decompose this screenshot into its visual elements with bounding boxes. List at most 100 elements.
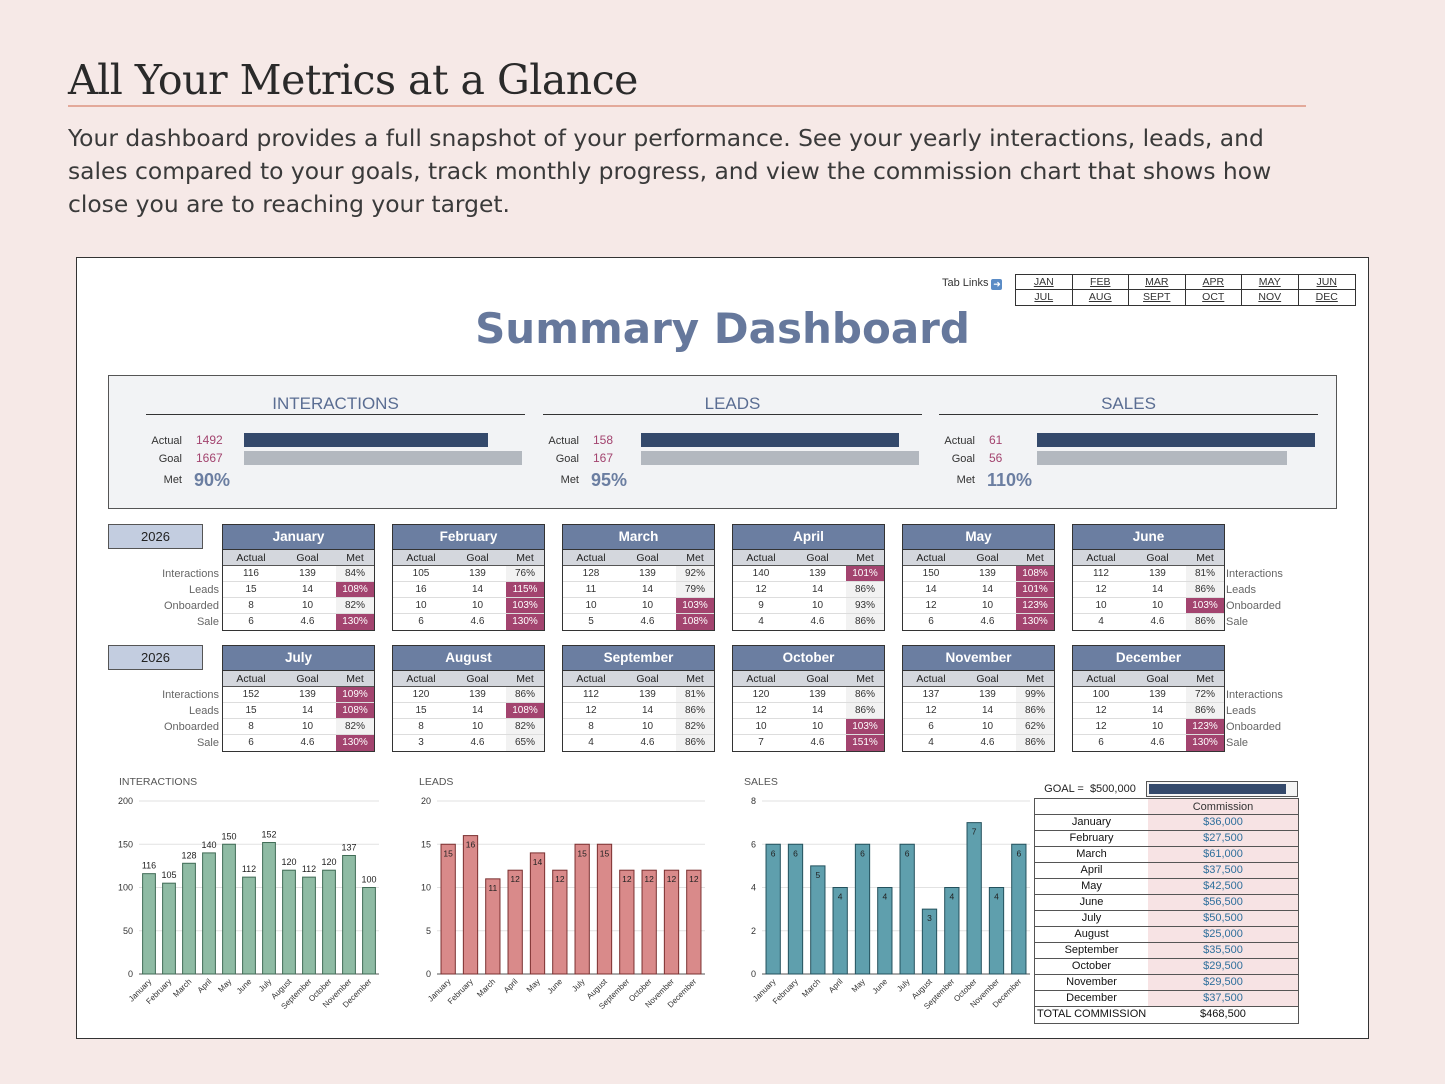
column-header: Met	[346, 552, 364, 564]
x-tick-label: March	[800, 977, 822, 999]
goal-cell: 4.6	[640, 737, 655, 748]
tab-link-dec[interactable]: DEC	[1315, 291, 1338, 303]
actual-cell: 5	[588, 616, 594, 627]
commission-row: July $50,500	[1035, 911, 1298, 927]
column-headers: Actual Goal Met	[733, 550, 884, 566]
met-cell: 130%	[336, 614, 374, 630]
table-row: 6 4.6 130%	[393, 614, 544, 630]
actual-cell: 4	[928, 737, 934, 748]
met-cell: 86%	[1016, 735, 1054, 751]
x-tick-label: July	[895, 977, 911, 993]
kpi-divider	[543, 414, 922, 415]
tab-link-sept[interactable]: SEPT	[1129, 290, 1186, 305]
column-header: Actual	[1086, 552, 1116, 564]
row-labels: Interactions Leads Onboarded Sale	[1226, 566, 1326, 630]
data-label: 112	[302, 864, 316, 874]
data-label: 12	[622, 874, 632, 884]
chart-title: INTERACTIONS	[119, 776, 197, 788]
tab-link-jan[interactable]: JAN	[1016, 275, 1073, 290]
y-tick-label: 0	[751, 969, 756, 979]
column-header: Actual	[236, 673, 266, 685]
bar	[440, 843, 456, 975]
table-row: 8 10 82%	[223, 719, 374, 735]
tab-link-jul[interactable]: JUL	[1016, 290, 1073, 305]
goal-cell: 14	[641, 584, 654, 595]
actual-cell: 112	[583, 689, 599, 700]
y-tick-label: 10	[421, 883, 431, 893]
column-header: Met	[856, 673, 874, 685]
goal-cell: 139	[469, 689, 486, 700]
table-row: 15 14 108%	[223, 582, 374, 598]
actual-cell: 11	[585, 584, 597, 595]
actual-cell: 12	[1095, 705, 1107, 716]
met-cell: 103%	[506, 598, 544, 613]
goal-cell: 4.6	[470, 616, 485, 627]
kpi-met-label: Met	[956, 474, 975, 486]
x-tick-label: June	[235, 977, 254, 996]
column-header: Actual	[236, 552, 266, 564]
x-tick-label: May	[525, 977, 542, 994]
commission-value: $42,500	[1148, 879, 1298, 894]
kpi-actual-value: 61	[989, 433, 1003, 447]
tab-link-mar[interactable]: MAR	[1129, 275, 1186, 290]
actual-cell: 140	[752, 568, 770, 579]
month-name: May	[903, 525, 1054, 550]
column-header: Met	[346, 673, 364, 685]
y-tick-label: 2	[751, 926, 756, 936]
met-cell: 82%	[506, 719, 544, 734]
bar	[787, 843, 804, 975]
data-label: 11	[488, 883, 497, 893]
tab-link-aug[interactable]: AUG	[1073, 290, 1129, 305]
met-cell: 86%	[1186, 614, 1224, 630]
tab-link-oct[interactable]: OCT	[1186, 290, 1242, 305]
kpi-divider	[939, 414, 1318, 415]
month-table-december: December Actual Goal Met 100 139 72% 12 14 86% 12 1…	[1072, 645, 1225, 752]
goal-progress-bar	[1146, 781, 1298, 797]
tab-link-may[interactable]: MAY	[1242, 275, 1299, 290]
actual-cell: 6	[928, 721, 934, 732]
column-headers: Actual Goal Met	[393, 550, 544, 566]
tab-link-feb[interactable]: FEB	[1072, 275, 1129, 290]
row-label-leads: Leads	[1226, 584, 1256, 596]
table-row: 4 4.6 86%	[733, 614, 884, 630]
column-header: Met	[686, 673, 704, 685]
table-row: 10 10 103%	[563, 598, 714, 614]
tab-links-label: Tab Links ➜	[942, 277, 1003, 290]
tab-link-nov[interactable]: NOV	[1242, 290, 1299, 305]
table-row: 152 139 109%	[223, 687, 374, 703]
bar	[485, 878, 501, 975]
goal-cell: 14	[471, 705, 484, 716]
kpi-goal-value: 56	[989, 451, 1003, 465]
data-label: 4	[994, 892, 999, 902]
data-label: 12	[555, 874, 565, 884]
bar	[529, 852, 546, 975]
table-row: 6 4.6 130%	[223, 614, 374, 630]
row-label-sale: Sale	[1226, 737, 1249, 749]
column-header: Actual	[576, 673, 606, 685]
column-headers: Actual Goal Met	[733, 671, 884, 687]
goal-cell: 139	[299, 689, 316, 700]
commission-row: April $37,500	[1035, 863, 1298, 879]
met-cell: 123%	[1016, 598, 1054, 613]
tab-link-jun[interactable]: JUN	[1298, 275, 1355, 290]
tab-link-apr[interactable]: APR	[1185, 275, 1242, 290]
commission-value: $50,500	[1148, 911, 1298, 926]
kpi-interactions: INTERACTIONS Actual Goal Met 1492 1667 90%	[146, 376, 526, 508]
commission-goal: GOAL = $500,000	[1034, 781, 1299, 797]
table-row: 12 14 86%	[563, 703, 714, 719]
bar	[242, 876, 256, 975]
met-cell: 115%	[506, 582, 544, 597]
met-cell: 86%	[846, 614, 884, 630]
kpi-actual-bar	[641, 433, 899, 447]
dashboard-sheet: Tab Links ➜ JAN FEB MAR APR MAY JUN JUL AUG SEPT O…	[76, 257, 1369, 1039]
table-row: 16 14 115%	[393, 582, 544, 598]
bar	[944, 887, 960, 975]
goal-cell: 4.6	[300, 616, 315, 627]
met-cell: 109%	[336, 687, 374, 702]
column-header: Met	[516, 673, 534, 685]
goal-cell: 14	[301, 705, 314, 716]
kpi-actual-label: Actual	[151, 435, 182, 447]
commission-month: July	[1081, 912, 1102, 924]
actual-cell: 4	[1098, 616, 1104, 627]
column-header: Met	[1026, 552, 1044, 564]
